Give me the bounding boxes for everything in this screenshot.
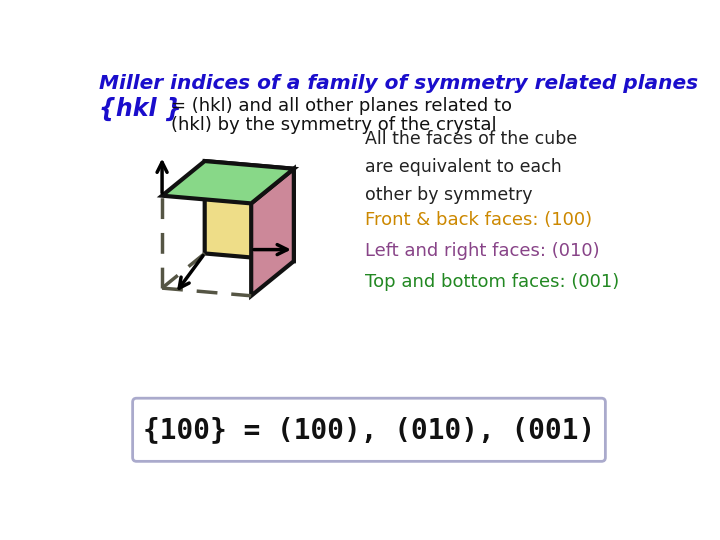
Text: Miller indices of a family of symmetry related planes: Miller indices of a family of symmetry r… [99,74,698,93]
Text: Left and right faces: (010): Left and right faces: (010) [365,242,600,260]
Polygon shape [251,168,294,296]
Text: {100} = (100), (010), (001): {100} = (100), (010), (001) [143,416,595,444]
Text: Top and bottom faces: (001): Top and bottom faces: (001) [365,273,619,291]
FancyBboxPatch shape [132,398,606,461]
Text: {hkl }: {hkl } [99,97,182,122]
Polygon shape [204,161,294,261]
Text: Front & back faces: (100): Front & back faces: (100) [365,211,593,229]
Text: = (hkl) and all other planes related to: = (hkl) and all other planes related to [171,97,513,115]
Text: (hkl) by the symmetry of the crystal: (hkl) by the symmetry of the crystal [171,116,497,133]
Text: All the faces of the cube
are equivalent to each
other by symmetry: All the faces of the cube are equivalent… [365,130,577,204]
Polygon shape [162,161,294,204]
